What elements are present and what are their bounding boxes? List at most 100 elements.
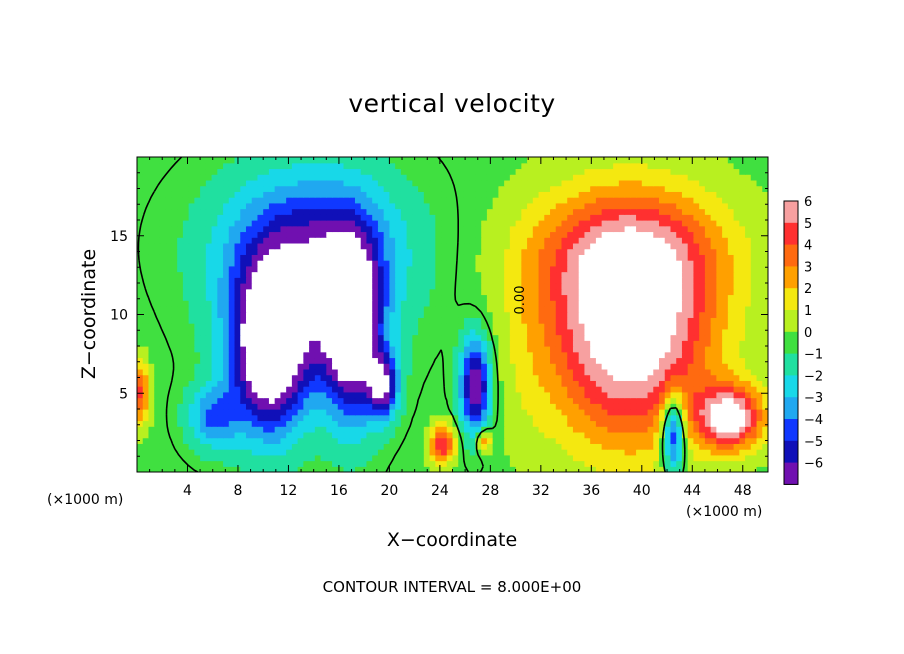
field-cell <box>475 271 482 278</box>
field-cell <box>429 340 436 347</box>
field-cell <box>446 248 454 255</box>
field-cell <box>762 254 768 261</box>
field-cell <box>492 248 499 255</box>
field-cell <box>205 231 213 238</box>
field-cell <box>217 443 224 450</box>
field-cell <box>452 397 459 404</box>
field-cell <box>463 431 471 439</box>
field-cell <box>377 363 385 370</box>
field-cell <box>572 391 580 399</box>
field-cell <box>762 363 768 370</box>
field-cell <box>412 346 419 353</box>
field-cell <box>567 242 574 250</box>
field-cell <box>727 271 735 278</box>
field-cell <box>538 391 545 399</box>
field-cell <box>750 454 758 462</box>
field-cell <box>550 340 557 347</box>
field-cell <box>458 340 465 347</box>
field-cell <box>245 237 253 244</box>
field-cell <box>303 288 310 296</box>
field-cell <box>601 231 608 238</box>
field-cell <box>240 328 247 336</box>
field-cell <box>263 271 270 278</box>
field-cell <box>641 305 649 313</box>
field-cell <box>727 443 735 450</box>
field-cell <box>194 260 201 267</box>
field-cell <box>429 231 436 238</box>
field-cell <box>561 254 568 261</box>
field-cell <box>337 454 345 462</box>
field-cell <box>423 363 431 370</box>
field-cell <box>733 277 740 284</box>
field-cell <box>659 283 666 290</box>
field-cell <box>722 420 729 427</box>
field-cell <box>309 380 316 387</box>
field-cell <box>320 271 327 278</box>
field-cell <box>739 265 746 273</box>
field-cell <box>756 242 763 250</box>
field-cell <box>366 305 373 313</box>
field-cell <box>607 397 614 404</box>
field-cell <box>670 380 677 387</box>
field-cell <box>647 248 654 255</box>
field-cell <box>366 397 373 404</box>
field-cell <box>194 242 201 250</box>
field-cell <box>337 214 345 221</box>
field-cell <box>647 340 654 347</box>
field-cell <box>567 437 574 444</box>
field-cell <box>704 300 712 307</box>
field-cell <box>693 334 700 341</box>
field-cell <box>636 460 643 467</box>
field-cell <box>280 403 287 410</box>
field-cell <box>584 317 591 324</box>
field-cell <box>257 391 264 399</box>
field-cell <box>142 397 150 404</box>
field-cell <box>756 420 763 427</box>
field-cell <box>527 357 534 364</box>
field-cell <box>234 300 241 307</box>
field-cell <box>601 294 608 301</box>
field-cell <box>561 420 568 427</box>
field-cell <box>636 431 643 439</box>
field-cell <box>343 420 350 427</box>
field-cell <box>762 380 768 387</box>
field-cell <box>291 334 299 341</box>
field-cell <box>274 242 282 250</box>
field-cell <box>527 248 534 255</box>
field-cell <box>446 225 454 233</box>
field-cell <box>739 397 746 404</box>
field-cell <box>326 242 333 250</box>
field-cell <box>481 397 488 404</box>
field-cell <box>377 460 385 467</box>
field-cell <box>412 220 419 227</box>
field-cell <box>681 288 689 296</box>
field-cell <box>739 220 746 227</box>
field-cell <box>303 380 310 387</box>
field-cell <box>188 414 195 422</box>
field-cell <box>142 420 150 427</box>
field-cell <box>527 214 534 221</box>
field-cell <box>211 437 218 444</box>
field-cell <box>527 449 534 456</box>
field-cell <box>257 242 264 250</box>
field-cell <box>406 414 413 422</box>
field-cell <box>441 328 448 336</box>
field-cell <box>613 346 620 353</box>
field-cell <box>286 346 293 353</box>
field-cell <box>395 242 402 250</box>
field-cell <box>309 334 316 341</box>
field-cell <box>286 328 293 336</box>
field-cell <box>194 288 201 296</box>
field-cell <box>200 220 207 227</box>
field-cell <box>343 460 350 467</box>
field-cell <box>475 220 482 227</box>
field-cell <box>314 380 322 387</box>
field-cell <box>681 231 689 238</box>
field-cell <box>567 414 574 422</box>
field-cell <box>234 409 241 416</box>
field-cell <box>452 363 459 370</box>
field-cell <box>469 311 477 318</box>
field-cell <box>670 403 677 410</box>
field-cell <box>630 283 637 290</box>
field-cell <box>366 294 373 301</box>
